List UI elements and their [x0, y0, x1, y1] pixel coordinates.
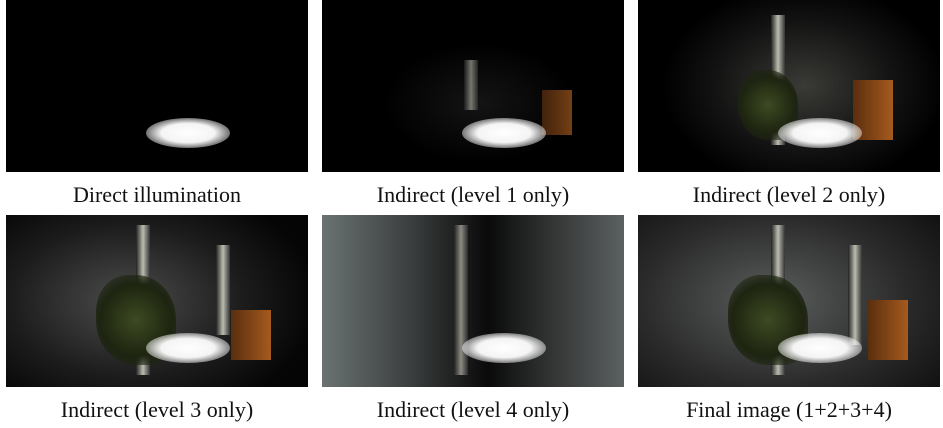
- light-spot: [778, 333, 862, 363]
- cabinet: [868, 300, 908, 360]
- caption: Direct illumination: [72, 182, 242, 207]
- render-image: [322, 0, 624, 172]
- panel: Indirect (level 3 only): [6, 215, 308, 423]
- light-spot: [146, 118, 230, 148]
- cabinet: [231, 310, 271, 360]
- render-image: [6, 215, 308, 387]
- light-spot: [462, 333, 546, 363]
- caption: Indirect (level 2 only): [692, 182, 886, 207]
- render-image: [638, 215, 940, 387]
- panel: Indirect (level 1 only): [322, 0, 624, 208]
- light-spot: [146, 333, 230, 363]
- caption: Indirect (level 1 only): [376, 182, 570, 207]
- pillar: [454, 225, 468, 375]
- render-image: [322, 215, 624, 387]
- light-spot: [778, 118, 862, 148]
- panel: Final image (1+2+3+4): [638, 215, 940, 423]
- light-spot: [462, 118, 546, 148]
- render-image: [638, 0, 940, 172]
- render-image: [6, 0, 308, 172]
- caption: Final image (1+2+3+4): [686, 397, 892, 422]
- pillar: [216, 245, 230, 335]
- caption: Indirect (level 3 only): [60, 397, 254, 422]
- panel: Direct illumination: [6, 0, 308, 208]
- pillar: [848, 245, 862, 345]
- caption: Indirect (level 4 only): [376, 397, 570, 422]
- cabinet: [542, 90, 572, 135]
- panel: Indirect (level 2 only): [638, 0, 940, 208]
- panel: Indirect (level 4 only): [322, 215, 624, 423]
- pillar: [464, 60, 478, 110]
